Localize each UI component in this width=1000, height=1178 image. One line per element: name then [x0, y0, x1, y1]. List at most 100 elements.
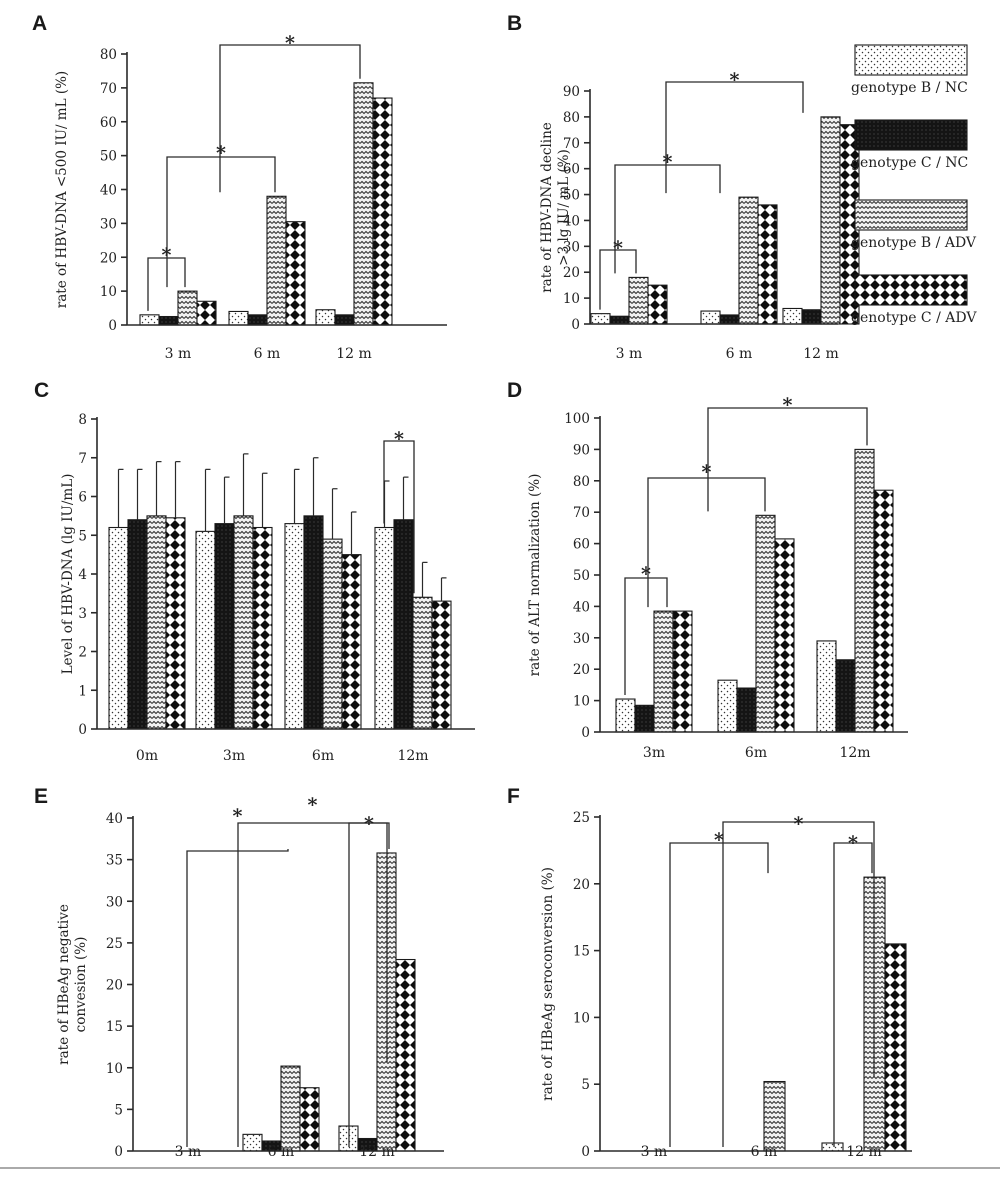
- y-axis-label-line: rate of HBeAg seroconversion (%): [540, 867, 556, 1101]
- y-tick-label: 40: [100, 183, 117, 199]
- bar: [700, 310, 721, 325]
- y-tick-label: 3: [78, 606, 87, 622]
- y-axis-label-line: Level of HBV-DNA (lg IU/mL): [60, 474, 76, 675]
- bar: [763, 1080, 786, 1152]
- y-tick-label: 0: [78, 722, 87, 738]
- x-tick-label: 6 m: [726, 346, 753, 362]
- bar: [341, 554, 362, 730]
- x-tick-label: 3 m: [641, 1144, 668, 1160]
- y-tick-label: 30: [573, 631, 590, 647]
- y-tick-label: 30: [100, 216, 117, 232]
- panel-label-a: A: [32, 12, 47, 35]
- y-axis-label: rate of ALT normalization (%): [527, 474, 543, 677]
- bar: [395, 958, 416, 1152]
- legend-label: genotype B / NC: [851, 80, 968, 96]
- x-tick-label: 12 m: [846, 1144, 882, 1160]
- y-tick-label: 80: [100, 47, 117, 63]
- x-tick-label: 6 m: [751, 1144, 778, 1160]
- panel-label-e: E: [34, 785, 48, 808]
- bar: [127, 519, 148, 730]
- bar: [284, 523, 305, 730]
- y-tick-label: 35: [106, 853, 123, 869]
- y-tick-label: 40: [106, 811, 123, 827]
- bar: [266, 195, 287, 326]
- y-axis-label-line: >3 lg IU/ mL (%): [556, 149, 572, 265]
- bar: [195, 530, 216, 730]
- significance-bracket: [665, 81, 804, 194]
- bar: [214, 523, 235, 730]
- y-axis-label-line: convesion (%): [73, 937, 89, 1033]
- bar: [242, 1133, 263, 1152]
- bar: [412, 596, 433, 730]
- y-tick-label: 0: [581, 725, 590, 741]
- bar: [653, 610, 674, 733]
- bar: [322, 538, 343, 730]
- significance-star: *: [783, 394, 793, 416]
- bar: [757, 204, 778, 325]
- x-tick-label: 12 m: [336, 346, 372, 362]
- y-tick-label: 0: [114, 1144, 123, 1160]
- y-tick-label: 90: [563, 84, 580, 100]
- y-tick-label: 70: [563, 136, 580, 152]
- y-tick-label: 20: [573, 877, 590, 893]
- legend-label: genotype C / ADV: [851, 310, 977, 326]
- bar: [228, 310, 249, 326]
- significance-star: *: [613, 237, 623, 259]
- bar: [334, 314, 355, 326]
- y-tick-label: 0: [108, 318, 117, 334]
- y-axis-label: Level of HBV-DNA (lg IU/mL): [60, 474, 76, 675]
- x-tick-label: 3 m: [616, 346, 643, 362]
- significance-star: *: [641, 563, 651, 585]
- bar: [431, 600, 452, 730]
- legend-swatch: [854, 44, 968, 76]
- bar: [719, 314, 740, 325]
- bar: [854, 448, 875, 733]
- y-tick-label: 100: [564, 411, 590, 427]
- chart-e: 0 5 10 15 20 25 30 35 40 3 m 6 m 12 m rate of HBeAg …: [56, 794, 444, 1160]
- bar: [177, 290, 198, 326]
- bar: [647, 284, 668, 325]
- y-tick-label: 60: [100, 115, 117, 131]
- legend: genotype B / NC genotype C / NC genotype B…: [851, 44, 977, 326]
- bar: [158, 315, 179, 326]
- y-tick-label: 5: [114, 1102, 123, 1118]
- bar: [717, 679, 738, 733]
- significance-bracket: [186, 848, 289, 1147]
- significance-star: *: [702, 461, 712, 483]
- y-tick-label: 15: [106, 1019, 123, 1035]
- y-tick-label: 25: [573, 810, 590, 826]
- bar: [609, 315, 630, 325]
- y-tick-label: 25: [106, 936, 123, 952]
- y-tick-label: 6: [78, 490, 87, 506]
- bar: [835, 659, 856, 733]
- bar: [280, 1065, 301, 1152]
- x-tick-label: 6 m: [254, 346, 281, 362]
- chart-f: 0 5 10 15 20 25 3 m 6 m 12 m rate of HBeAg seroco…: [540, 810, 912, 1160]
- significance-star: *: [233, 805, 243, 827]
- y-tick-label: 0: [581, 1144, 590, 1160]
- y-tick-label: 10: [573, 1010, 590, 1026]
- y-tick-label: 20: [573, 662, 590, 678]
- y-axis-label: rate of HBeAg seroconversion (%): [540, 867, 556, 1101]
- bar: [247, 314, 268, 326]
- y-tick-label: 30: [106, 894, 123, 910]
- y-tick-label: 10: [100, 284, 117, 300]
- significance-bracket: [348, 822, 390, 1147]
- significance-star: *: [308, 794, 318, 816]
- y-tick-label: 4: [78, 567, 87, 583]
- bar: [634, 704, 655, 733]
- y-axis-label: rate of HBeAg negativeconvesion (%): [56, 904, 89, 1065]
- bar: [372, 97, 393, 326]
- y-tick-label: 5: [78, 528, 87, 544]
- bar: [884, 943, 907, 1152]
- y-tick-label: 40: [563, 213, 580, 229]
- significance-star: *: [364, 813, 374, 835]
- y-tick-label: 0: [571, 317, 580, 333]
- bar: [165, 517, 186, 730]
- y-tick-label: 50: [573, 568, 590, 584]
- y-tick-label: 60: [563, 162, 580, 178]
- legend-label: genotype B / ADV: [851, 235, 977, 251]
- significance-star: *: [394, 428, 404, 450]
- y-tick-label: 30: [563, 239, 580, 255]
